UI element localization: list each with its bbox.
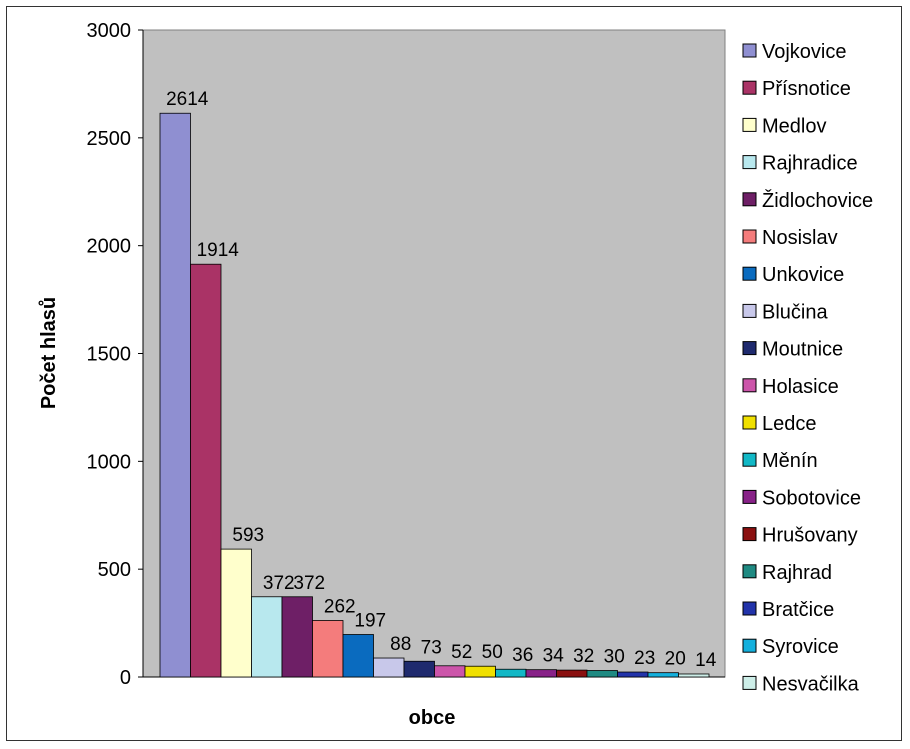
bar-unkovice (342, 634, 374, 678)
legend-label: Holasice (762, 376, 839, 398)
y-tick-label: 2500 (87, 128, 132, 150)
data-label: 36 (512, 645, 533, 666)
bar-hrušovany (556, 669, 588, 678)
legend-label: Bratčice (762, 599, 834, 621)
legend-label: Přísnotice (762, 78, 851, 100)
data-label: 197 (354, 611, 386, 632)
data-label: 88 (390, 634, 411, 655)
legend-swatch (742, 303, 757, 318)
legend-swatch (742, 43, 757, 58)
legend-swatch (742, 564, 757, 579)
bar-ledce (464, 665, 496, 678)
y-tick-label: 1500 (87, 344, 132, 366)
data-label: 2614 (166, 89, 209, 110)
data-label: 593 (232, 525, 264, 546)
data-label: 262 (324, 596, 356, 617)
legend-swatch (742, 378, 757, 393)
legend-label: Medlov (762, 115, 826, 137)
legend-label: Syrovice (762, 636, 839, 658)
legend-label: Nosislav (762, 227, 838, 249)
data-label: 1914 (197, 240, 240, 261)
legend-label: Nesvačilka (762, 673, 860, 695)
legend-label: Vojkovice (762, 41, 847, 63)
legend-label: Moutnice (762, 339, 843, 361)
data-label: 50 (482, 642, 503, 663)
bar-sobotovice (525, 669, 557, 678)
y-tick-label: 1000 (87, 451, 132, 473)
legend-label: Unkovice (762, 264, 844, 286)
bar-moutnice (403, 660, 435, 678)
bar-nesvačilka (678, 673, 710, 678)
data-label: 20 (665, 649, 686, 670)
legend-label: Ledce (762, 413, 817, 435)
bar-nosislav (312, 620, 344, 678)
bar-rajhrad (586, 670, 618, 678)
bar-přísnotice (190, 263, 222, 678)
legend-swatch (742, 415, 757, 430)
bar-měnín (495, 668, 527, 678)
legend-swatch (742, 80, 757, 95)
legend-swatch (742, 266, 757, 281)
bar-bratčice (617, 671, 649, 678)
data-label: 32 (573, 646, 594, 667)
legend-swatch (742, 489, 757, 504)
legend-label: Blučina (762, 301, 828, 323)
bar-blučina (373, 657, 405, 678)
data-label: 52 (451, 642, 472, 663)
legend-label: Sobotovice (762, 487, 861, 509)
data-label: 30 (604, 647, 625, 668)
legend-swatch (742, 601, 757, 616)
legend-label: Rajhrad (762, 562, 832, 584)
bar-židlochovice (281, 596, 313, 678)
legend-swatch (742, 229, 757, 244)
legend-label: Rajhradice (762, 153, 858, 175)
data-label: 34 (543, 646, 565, 667)
y-tick-label: 3000 (87, 20, 132, 42)
bar-vojkovice (159, 112, 191, 678)
x-axis-title: obce (409, 707, 456, 729)
data-label: 372 (293, 573, 325, 594)
y-axis-title: Počet hlasů (38, 297, 60, 409)
legend-swatch (742, 638, 757, 653)
legend-swatch (742, 192, 757, 207)
bar-holasice (434, 665, 466, 678)
data-label: 23 (634, 648, 655, 669)
legend-label: Hrušovany (762, 525, 858, 547)
legend-swatch (742, 341, 757, 356)
legend-label: Židlochovice (762, 189, 873, 212)
bar-rajhradice (251, 596, 283, 678)
data-label: 14 (695, 650, 717, 671)
legend-swatch (742, 155, 757, 170)
bar-medlov (220, 548, 252, 678)
legend-swatch (742, 675, 757, 690)
y-tick-label: 0 (120, 667, 131, 689)
data-label: 372 (263, 573, 295, 594)
y-tick-label: 2000 (87, 236, 132, 258)
legend-swatch (742, 452, 757, 467)
y-tick-label: 500 (98, 559, 131, 581)
legend-swatch (742, 527, 757, 542)
legend-swatch (742, 117, 757, 132)
legend-label: Měnín (762, 450, 818, 472)
data-label: 73 (421, 637, 442, 658)
bar-syrovice (647, 672, 679, 678)
